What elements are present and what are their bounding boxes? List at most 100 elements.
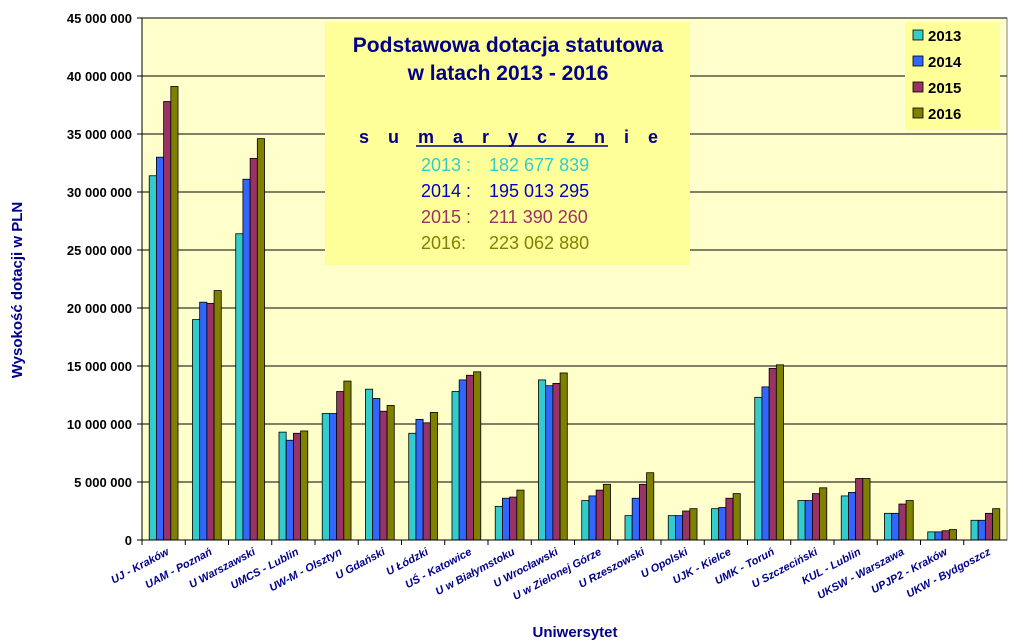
summary-year-label: 2015 : [421, 207, 471, 227]
bar-2016 [862, 478, 871, 541]
bars [148, 86, 1001, 541]
summary-year-label: 2016: [421, 233, 466, 253]
y-tick-label: 10 000 000 [67, 417, 132, 432]
y-tick-label: 45 000 000 [67, 11, 132, 26]
y-tick-label: 40 000 000 [67, 69, 132, 84]
legend-label-2014: 2014 [928, 54, 962, 71]
legend-swatch-2014 [912, 55, 924, 67]
bar-2013 [840, 495, 849, 541]
bar-2013 [365, 388, 374, 541]
bar-2013 [451, 391, 460, 541]
x-tick-label: UW-M - Olsztyn [268, 546, 345, 594]
bar-2014 [675, 515, 684, 541]
summary-total-value: 211 390 260 [489, 207, 588, 227]
legend-swatch-2015 [912, 81, 924, 93]
bar-2013 [278, 431, 287, 541]
bar-2015 [336, 391, 345, 541]
bar-2016 [775, 364, 784, 541]
bar-2015 [422, 422, 431, 541]
bar-2014 [372, 398, 381, 541]
legend-label-2016: 2016 [928, 106, 961, 123]
bar-2016 [559, 372, 568, 541]
bar-2013 [711, 508, 720, 541]
legend: 2013 2014 2015 2016 [905, 22, 1000, 130]
bar-2016 [646, 472, 655, 541]
x-axis-title: Uniwersytet [532, 624, 617, 641]
bar-2014 [502, 497, 511, 541]
bar-2015 [855, 478, 864, 541]
bar-2013 [624, 515, 633, 541]
summary-annotation: Podstawowa dotacja statutowa w latach 20… [325, 22, 690, 265]
bar-2014 [329, 413, 338, 541]
bar-2016 [473, 371, 482, 541]
chart-subtitle: w latach 2013 - 2016 [407, 62, 609, 85]
bar-2015 [725, 497, 734, 541]
bar-2015 [682, 510, 691, 541]
bar-2014 [848, 492, 857, 541]
bar-2015 [465, 374, 474, 541]
bar-2016 [819, 487, 828, 541]
x-tick-label: U Gdański [334, 546, 389, 583]
bar-2016 [256, 138, 265, 541]
bar-2013 [148, 175, 157, 541]
bar-2014 [242, 178, 251, 541]
summary-heading: s u m a r y c z n i e [359, 127, 665, 147]
bar-2015 [379, 410, 388, 541]
y-tick-label: 35 000 000 [67, 127, 132, 142]
bar-2013 [494, 505, 503, 541]
bar-2015 [638, 483, 647, 541]
bar-2015 [206, 302, 215, 541]
bar-2015 [595, 489, 604, 541]
summary-lines: 2013 : 182 677 839 2014 : 195 013 295 2015 :… [421, 155, 589, 253]
bar-2016 [213, 290, 222, 541]
bar-2013 [884, 512, 893, 541]
y-tick-label: 25 000 000 [67, 243, 132, 258]
bar-2015 [292, 432, 301, 541]
bar-2015 [898, 503, 907, 541]
bar-2014 [199, 301, 208, 541]
bar-2013 [192, 319, 201, 541]
bar-2016 [905, 500, 914, 541]
bar-2016 [386, 405, 395, 541]
bar-2014 [156, 156, 165, 541]
legend-label-2013: 2013 [928, 28, 961, 45]
bar-2014 [761, 386, 770, 541]
bar-2015 [984, 512, 993, 541]
bar-2013 [581, 500, 590, 541]
bar-2013 [927, 531, 936, 541]
bar-2013 [797, 500, 806, 541]
bar-2016 [948, 529, 957, 541]
bar-2013 [408, 432, 417, 541]
y-tick-label: 20 000 000 [67, 301, 132, 316]
bar-2014 [891, 512, 900, 541]
bar-2013 [754, 396, 763, 541]
y-tick-label: 0 [125, 533, 132, 548]
bar-2016 [689, 508, 698, 541]
bar-2016 [343, 380, 352, 541]
bar-2016 [602, 483, 611, 541]
summary-total-value: 182 677 839 [489, 155, 589, 175]
bar-2015 [509, 496, 518, 541]
bar-2016 [300, 430, 309, 541]
bar-2014 [804, 500, 813, 541]
bar-2014 [631, 497, 640, 541]
bar-2014 [934, 531, 943, 541]
bar-2015 [552, 382, 561, 541]
bar-2016 [992, 508, 1001, 541]
bar-2015 [811, 493, 820, 541]
chart-title: Podstawowa dotacja statutowa [353, 34, 664, 57]
y-tick-labels: 0 5 000 000 10 000 000 15 000 000 20 000 000… [67, 11, 142, 548]
legend-swatch-2013 [912, 29, 924, 41]
bar-2014 [718, 507, 727, 541]
bar-2016 [170, 86, 179, 541]
bar-2016 [516, 489, 525, 541]
bar-2013 [321, 413, 330, 541]
bar-2013 [538, 379, 547, 541]
bar-2015 [249, 157, 258, 541]
legend-label-2015: 2015 [928, 80, 961, 97]
bar-2013 [970, 519, 979, 541]
y-tick-label: 15 000 000 [67, 359, 132, 374]
bar-2016 [732, 493, 741, 541]
